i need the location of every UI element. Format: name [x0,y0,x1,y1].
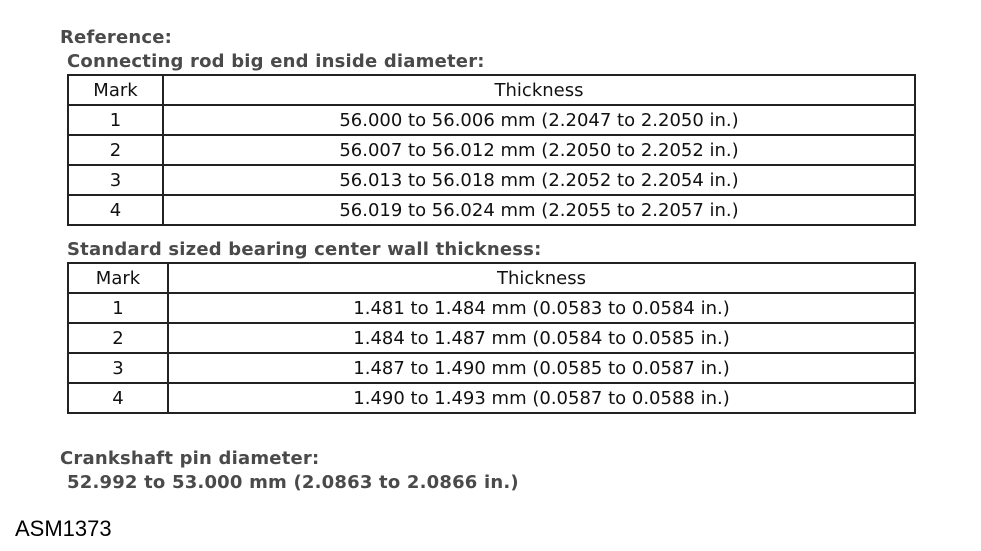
table-header-row: Mark Thickness [67,74,916,106]
thickness-cell: 56.019 to 56.024 mm (2.2055 to 2.2057 in… [162,194,916,226]
mark-cell: 2 [67,134,164,166]
mark-cell: 1 [67,104,164,136]
thickness-cell: 56.000 to 56.006 mm (2.2047 to 2.2050 in… [162,104,916,136]
thickness-cell: 1.487 to 1.490 mm (0.0585 to 0.0587 in.) [167,352,916,384]
thickness-cell: 1.490 to 1.493 mm (0.0587 to 0.0588 in.) [167,382,916,414]
table-row: 3 1.487 to 1.490 mm (0.0585 to 0.0587 in… [67,352,916,384]
table-row: 3 56.013 to 56.018 mm (2.2052 to 2.2054 … [67,164,916,196]
connecting-rod-section-title: Connecting rod big end inside diameter: [67,51,485,72]
crankshaft-pin-title: Crankshaft pin diameter: [60,448,320,469]
bearing-wall-section-title: Standard sized bearing center wall thick… [67,239,542,260]
mark-column-header: Mark [67,262,169,294]
thickness-cell: 56.007 to 56.012 mm (2.2050 to 2.2052 in… [162,134,916,166]
reference-label: Reference: [60,27,173,48]
thickness-cell: 56.013 to 56.018 mm (2.2052 to 2.2054 in… [162,164,916,196]
mark-cell: 3 [67,352,169,384]
table-row: 4 1.490 to 1.493 mm (0.0587 to 0.0588 in… [67,382,916,414]
mark-cell: 3 [67,164,164,196]
figure-id-label: ASM1373 [15,516,112,541]
table-row: 2 56.007 to 56.012 mm (2.2050 to 2.2052 … [67,134,916,166]
crankshaft-pin-value: 52.992 to 53.000 mm (2.0863 to 2.0866 in… [67,472,519,493]
mark-column-header: Mark [67,74,164,106]
mark-cell: 4 [67,382,169,414]
thickness-cell: 1.484 to 1.487 mm (0.0584 to 0.0585 in.) [167,322,916,354]
table-row: 4 56.019 to 56.024 mm (2.2055 to 2.2057 … [67,194,916,226]
thickness-column-header: Thickness [162,74,916,106]
thickness-cell: 1.481 to 1.484 mm (0.0583 to 0.0584 in.) [167,292,916,324]
table-row: 1 1.481 to 1.484 mm (0.0583 to 0.0584 in… [67,292,916,324]
table-row: 1 56.000 to 56.006 mm (2.2047 to 2.2050 … [67,104,916,136]
table-header-row: Mark Thickness [67,262,916,294]
mark-cell: 4 [67,194,164,226]
thickness-column-header: Thickness [167,262,916,294]
mark-cell: 1 [67,292,169,324]
mark-cell: 2 [67,322,169,354]
bearing-wall-table: Mark Thickness 1 1.481 to 1.484 mm (0.05… [67,262,916,414]
table-row: 2 1.484 to 1.487 mm (0.0584 to 0.0585 in… [67,322,916,354]
connecting-rod-table: Mark Thickness 1 56.000 to 56.006 mm (2.… [67,74,916,226]
